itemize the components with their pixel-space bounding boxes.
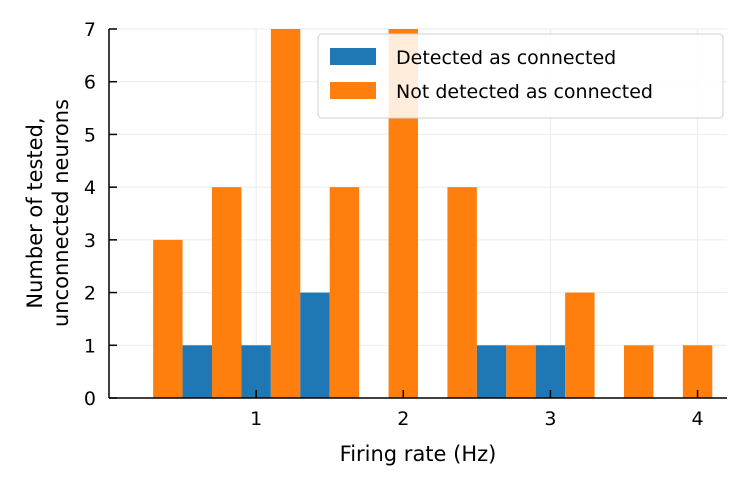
y-axis-label-line-1: Number of tested, [23, 117, 47, 308]
legend-label: Detected as connected [396, 47, 616, 69]
y-axis-label-line-2: unconnected neurons [49, 99, 73, 327]
legend-label: Not detected as connected [396, 81, 653, 103]
x-tick-label: 2 [397, 408, 409, 430]
y-tick-label: 2 [84, 283, 96, 305]
bar-not-detected [506, 345, 536, 398]
bar-not-detected [270, 29, 301, 398]
legend-swatch [330, 48, 376, 65]
bar-not-detected [447, 187, 477, 398]
x-tick-label: 4 [692, 408, 704, 430]
bar-not-detected [565, 292, 595, 398]
legend-box [317, 33, 724, 119]
x-axis-label: Firing rate (Hz) [340, 442, 497, 466]
y-tick-label: 4 [84, 177, 96, 199]
x-tick-label: 3 [544, 408, 556, 430]
y-tick-label: 1 [84, 335, 96, 357]
bar-not-detected [329, 187, 360, 398]
legend-swatch [330, 82, 376, 99]
bars [153, 29, 713, 398]
bar-detected [182, 345, 212, 398]
bar-not-detected [153, 239, 183, 398]
bar-detected [300, 292, 330, 398]
y-tick-label: 5 [84, 124, 96, 146]
y-tick-label: 6 [84, 72, 96, 94]
legend: Detected as connected Not detected as con… [317, 33, 724, 119]
y-tick-label: 0 [84, 388, 96, 410]
bar-detected [535, 345, 566, 398]
axes: 0 1 2 3 4 5 6 7 1 2 3 4 [84, 19, 727, 430]
bar-detected [476, 345, 507, 398]
y-tick-label: 7 [84, 19, 96, 41]
bar-not-detected [682, 345, 713, 398]
bar-not-detected [212, 187, 242, 398]
bar-not-detected [624, 345, 654, 398]
bar-detected [241, 345, 271, 398]
x-tick-label: 1 [250, 408, 262, 430]
y-tick-label: 3 [84, 230, 96, 252]
